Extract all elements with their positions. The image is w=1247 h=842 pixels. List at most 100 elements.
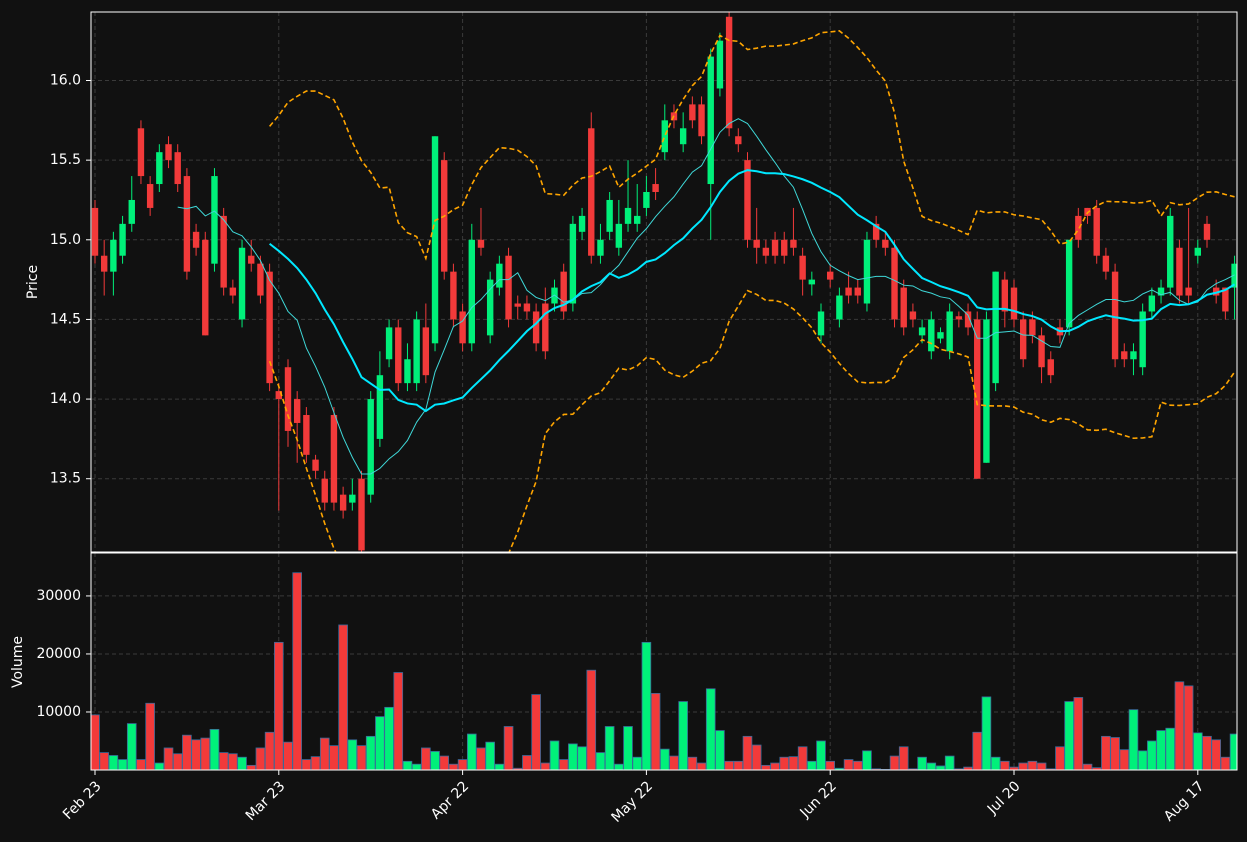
volume-bar — [687, 756, 698, 770]
candle-body — [799, 255, 806, 280]
volume-bar — [1165, 727, 1176, 770]
candle-body — [1111, 271, 1119, 360]
candle-body — [1047, 359, 1054, 376]
volume-bar — [797, 746, 808, 770]
candle-body — [119, 223, 126, 256]
candle-body — [165, 144, 172, 161]
volume-bar — [283, 741, 293, 770]
candle-body — [321, 478, 328, 503]
volume-bar — [375, 716, 385, 770]
volume-bar — [1073, 697, 1084, 770]
candle-body — [569, 223, 577, 304]
volume-bar — [476, 747, 486, 770]
volume-bar — [926, 762, 937, 770]
candle-body — [744, 160, 751, 240]
candle-body — [486, 279, 494, 336]
volume-bar — [531, 694, 541, 770]
volume-panel — [91, 572, 1237, 770]
volume-bar — [301, 759, 312, 770]
volume-bar — [1147, 740, 1157, 770]
candle-body — [1231, 263, 1237, 288]
candle-body — [946, 311, 953, 352]
volume-bar — [338, 624, 348, 770]
volume-bar — [1018, 762, 1028, 770]
candle-body — [100, 255, 108, 272]
volume-bar — [623, 726, 633, 770]
volume-bar — [1055, 746, 1065, 770]
candle-body — [514, 303, 521, 307]
candle-body — [964, 311, 972, 328]
candle-body — [385, 327, 393, 360]
candle-body — [725, 16, 733, 129]
candle-body — [872, 223, 880, 240]
candle-body — [1194, 247, 1201, 256]
candle-body — [413, 319, 420, 384]
y-axis-label: Price — [25, 265, 41, 299]
volume-bar — [1183, 685, 1194, 770]
volume-bar — [1082, 763, 1093, 770]
candle-body — [707, 56, 714, 185]
candle-body — [110, 239, 117, 272]
candle-body — [137, 128, 145, 177]
candle-body — [303, 415, 310, 455]
candle-body — [781, 239, 788, 256]
candle-body — [643, 192, 650, 208]
volume-bar — [319, 737, 330, 770]
volume-bar — [724, 760, 734, 770]
y-tick-label: 15.0 — [50, 232, 81, 248]
volume-bar — [402, 760, 413, 770]
candle-body — [192, 231, 200, 248]
candle-body — [679, 128, 687, 145]
volume-bar — [540, 762, 551, 770]
volume-bar — [108, 755, 119, 770]
volume-bar — [1202, 735, 1212, 770]
volume-bar — [393, 672, 404, 770]
volume-bar — [614, 763, 624, 770]
volume-bar — [852, 760, 863, 770]
candle-body — [468, 239, 475, 344]
candle-body — [523, 303, 531, 312]
candle-body — [229, 287, 237, 296]
volume-bar — [981, 696, 992, 770]
candle-body — [312, 459, 319, 471]
candle-body — [771, 239, 779, 256]
volume-bar — [632, 756, 643, 770]
volume-bar — [1101, 735, 1111, 770]
candle-body — [174, 152, 181, 185]
candle-body — [1001, 279, 1009, 312]
candle-body — [1010, 287, 1018, 320]
volume-bar — [1128, 709, 1139, 770]
candle-body — [845, 287, 852, 296]
volume-bar — [485, 741, 495, 770]
volume-bar — [807, 760, 817, 770]
volume-bar — [136, 759, 146, 770]
volume-bar — [439, 755, 450, 770]
candle-body — [1102, 255, 1110, 272]
candle-body — [1167, 215, 1174, 288]
volume-bar — [935, 765, 946, 770]
volume-bar — [788, 756, 799, 770]
volume-bar — [411, 763, 422, 770]
volume-bar — [117, 759, 128, 770]
volume-bar — [944, 755, 955, 770]
candle-body — [1019, 319, 1027, 360]
volume-bar — [1064, 701, 1074, 770]
volume-bar — [145, 702, 155, 770]
volume-bar — [209, 728, 220, 770]
volume-bar — [126, 723, 137, 770]
volume-bar — [586, 669, 597, 770]
volume-bar — [568, 743, 578, 770]
candle-body — [257, 263, 264, 296]
volume-bar — [310, 756, 321, 770]
volume-bar — [779, 756, 790, 770]
candle-body — [1157, 287, 1165, 296]
candle-body — [330, 415, 338, 503]
candle-body — [827, 271, 834, 280]
candle-body — [358, 478, 365, 551]
candle-body — [477, 239, 485, 248]
volume-bar — [1193, 732, 1203, 770]
candle-body — [762, 247, 770, 256]
volume-bar — [365, 735, 376, 770]
volume-bar — [696, 762, 707, 770]
volume-bar — [246, 764, 257, 770]
